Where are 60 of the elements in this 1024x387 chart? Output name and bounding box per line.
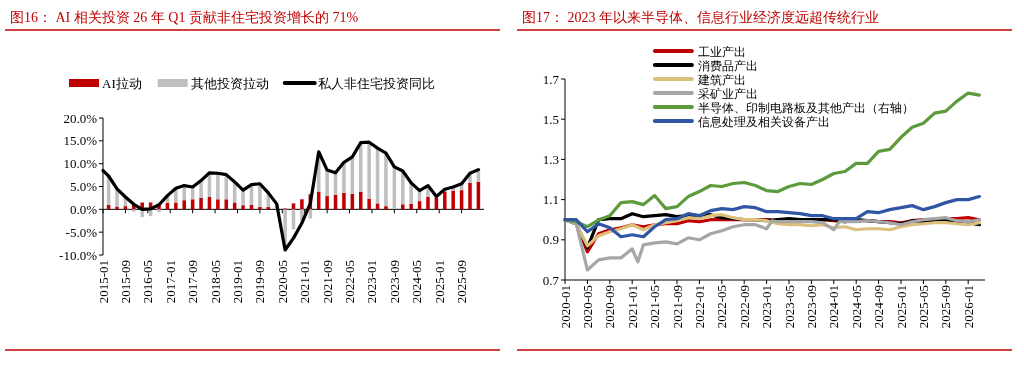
legend-label: 建筑产出 xyxy=(696,72,746,87)
legend-label: AI拉动 xyxy=(102,75,142,91)
x-tick-label: 2015-09 xyxy=(117,260,133,304)
x-tick-label: 2021-09 xyxy=(669,285,685,329)
x-tick-label: 2022-01 xyxy=(691,285,707,329)
x-tick-label: 2019-01 xyxy=(229,260,245,304)
y-tick-label: 1.7 xyxy=(542,71,560,87)
y-tick-label: 10.0% xyxy=(63,156,98,172)
y-tick-label: 5.0% xyxy=(69,179,98,194)
legend-label: 半导体、印制电路板及其他产出（右轴） xyxy=(697,100,914,115)
x-tick-label: 2024-09 xyxy=(871,285,887,329)
legend-label: 消费品产出 xyxy=(697,58,758,73)
y-tick-label: 1.5 xyxy=(542,111,559,127)
x-tick-label: 2020-05 xyxy=(274,260,290,304)
y-tick-label: 1.3 xyxy=(542,151,559,167)
x-tick-label: 2019-09 xyxy=(252,260,268,304)
x-tick-label: 2023-09 xyxy=(386,260,402,304)
x-tick-label: 2022-05 xyxy=(342,260,358,304)
x-tick-label: 2020-09 xyxy=(602,285,618,329)
y-tick-label: -5.0% xyxy=(65,224,98,240)
x-tick-label: 2020-05 xyxy=(579,285,595,329)
x-tick-label: 2025-01 xyxy=(893,285,909,329)
x-tick-label: 2023-09 xyxy=(803,285,819,329)
x-tick-label: 2015-01 xyxy=(95,260,111,304)
legend-label: 私人非住宅投资同比 xyxy=(317,75,435,91)
x-tick-label: 2024-01 xyxy=(826,285,842,329)
x-tick-label: 2026-01 xyxy=(960,285,976,329)
y-tick-label: 20.0% xyxy=(63,110,98,126)
y-tick-label: 1.1 xyxy=(542,192,559,208)
x-tick-label: 2017-09 xyxy=(185,260,201,304)
x-tick-label: 2023-01 xyxy=(364,260,380,304)
x-tick-label: 2023-05 xyxy=(781,285,797,329)
x-tick-label: 2022-09 xyxy=(736,285,752,329)
legend-label: 其他投资拉动 xyxy=(190,75,269,91)
y-tick-label: -10.0% xyxy=(59,247,98,263)
y-tick-label: 0.9 xyxy=(542,232,559,248)
x-tick-label: 2021-09 xyxy=(319,260,335,304)
x-tick-label: 2021-01 xyxy=(624,285,640,329)
x-tick-label: 2021-05 xyxy=(647,285,663,329)
chart-title: 图16： AI 相关投资 26 年 Q1 贡献非住宅投资增长的 71% xyxy=(10,10,359,25)
y-tick-label: 0.7 xyxy=(542,272,560,288)
x-tick-label: 2016-05 xyxy=(140,260,156,304)
x-tick-label: 2024-05 xyxy=(409,260,425,304)
x-tick-label: 2017-01 xyxy=(162,260,178,304)
x-tick-label: 2018-05 xyxy=(207,260,223,304)
x-tick-label: 2025-01 xyxy=(431,260,447,304)
x-tick-label: 2025-09 xyxy=(938,285,954,329)
legend-label: 信息处理及相关设备产出 xyxy=(697,114,830,129)
x-tick-label: 2023-01 xyxy=(759,285,775,329)
legend-label: 采矿业产出 xyxy=(697,86,758,101)
x-tick-label: 2025-09 xyxy=(454,260,470,304)
legend-label: 工业产出 xyxy=(697,44,746,59)
x-tick-label: 2025-05 xyxy=(915,285,931,329)
x-tick-label: 2024-05 xyxy=(848,285,864,329)
chart-title: 图17： 2023 年以来半导体、信息行业经济度远超传统行业 xyxy=(522,10,879,25)
x-tick-label: 2020-01 xyxy=(557,285,573,329)
x-tick-label: 2022-05 xyxy=(714,285,730,329)
x-tick-label: 2021-01 xyxy=(297,260,313,304)
y-tick-label: 15.0% xyxy=(63,133,98,149)
y-tick-label: 0.0% xyxy=(69,201,98,217)
